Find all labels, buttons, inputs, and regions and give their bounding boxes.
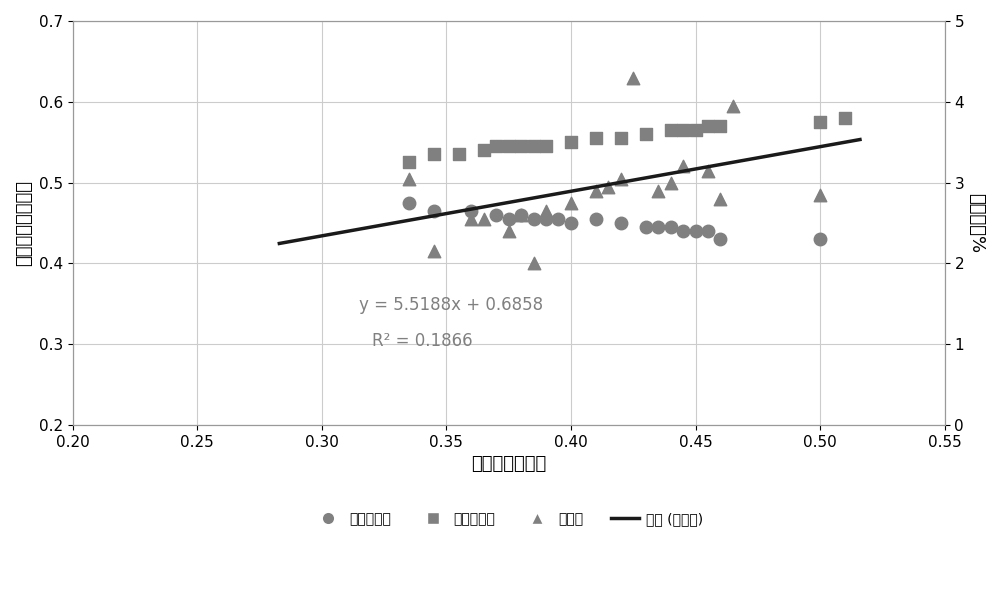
Point [700, 227, 716, 236]
Point [488, 142, 504, 151]
Point [401, 198, 417, 208]
Point [675, 227, 691, 236]
Point [613, 218, 629, 228]
Point [712, 194, 728, 203]
Point [638, 129, 654, 139]
Point [538, 214, 554, 224]
Point [501, 227, 517, 236]
Point [526, 214, 542, 224]
Point [501, 214, 517, 224]
Point [426, 150, 442, 159]
Point [663, 126, 679, 135]
Point [463, 206, 479, 216]
Point [712, 234, 728, 244]
Point [613, 174, 629, 184]
Point [426, 246, 442, 256]
Point [688, 227, 704, 236]
Point [526, 259, 542, 269]
Text: y = 5.5188x + 0.6858: y = 5.5188x + 0.6858 [359, 296, 543, 314]
Point [675, 161, 691, 171]
Point [812, 234, 828, 244]
Point [451, 150, 467, 159]
Point [476, 145, 492, 155]
Point [563, 198, 579, 208]
Y-axis label: 破裂贡献率，小数: 破裂贡献率，小数 [15, 180, 33, 266]
Point [563, 138, 579, 147]
Point [476, 214, 492, 224]
Point [588, 133, 604, 143]
Point [663, 178, 679, 187]
X-axis label: 泥质含量，小数: 泥质含量，小数 [471, 456, 546, 474]
Point [812, 117, 828, 127]
Y-axis label: 携砂比，%: 携砂比，% [967, 193, 985, 253]
Point [600, 182, 616, 191]
Point [513, 210, 529, 220]
Point [513, 142, 529, 151]
Point [501, 142, 517, 151]
Legend: 张破裂贡献, 剪破裂贡献, 携砂比, 线性 (携砂比): 张破裂贡献, 剪破裂贡献, 携砂比, 线性 (携砂比) [309, 507, 708, 532]
Point [550, 214, 566, 224]
Point [650, 222, 666, 232]
Point [700, 166, 716, 175]
Point [401, 174, 417, 184]
Point [837, 113, 853, 123]
Point [488, 210, 504, 220]
Point [688, 126, 704, 135]
Point [663, 222, 679, 232]
Point [538, 206, 554, 216]
Point [638, 222, 654, 232]
Point [538, 142, 554, 151]
Point [463, 214, 479, 224]
Text: R² = 0.1866: R² = 0.1866 [372, 332, 472, 350]
Point [588, 186, 604, 196]
Point [513, 210, 529, 220]
Point [526, 142, 542, 151]
Point [563, 218, 579, 228]
Point [613, 133, 629, 143]
Point [725, 101, 741, 111]
Point [812, 190, 828, 200]
Point [426, 206, 442, 216]
Point [712, 121, 728, 131]
Point [625, 73, 641, 83]
Point [675, 126, 691, 135]
Point [700, 121, 716, 131]
Point [650, 186, 666, 196]
Point [588, 214, 604, 224]
Point [401, 158, 417, 167]
